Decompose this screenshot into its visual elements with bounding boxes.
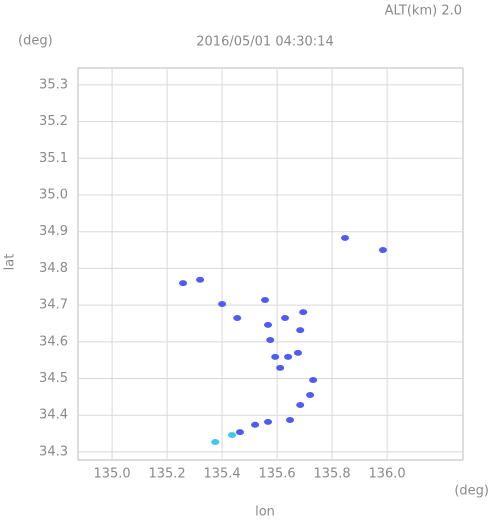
x-tick-label: 135.6 [258, 467, 295, 482]
echo-cell [294, 349, 302, 356]
y-tick-label: 35.1 [39, 151, 68, 166]
altitude-label: ALT(km) 2.0 [385, 4, 462, 19]
echo-cell [284, 353, 293, 360]
y-tick-label: 34.5 [39, 371, 68, 386]
echo-cell [296, 327, 305, 334]
echo-cell [271, 353, 280, 360]
echo-cell [218, 301, 227, 308]
y-unit: (deg) [18, 34, 53, 49]
echo-cell [276, 364, 285, 371]
x-tick-label: 135.2 [148, 467, 185, 482]
y-tick-label: 34.7 [39, 298, 68, 313]
echo-cell [306, 392, 315, 399]
x-tick-label: 136.0 [368, 467, 405, 482]
echo-cell [378, 247, 387, 254]
x-tick-label: 135.0 [93, 467, 130, 482]
echo-cell [251, 421, 260, 428]
echo-cell [264, 321, 273, 328]
echo-cell [179, 280, 188, 287]
y-tick-label: 34.6 [39, 334, 68, 349]
y-tick-label: 34.4 [39, 408, 68, 423]
echo-cell [196, 276, 205, 283]
y-tick-label: 34.9 [39, 224, 68, 239]
echo-cell [228, 432, 236, 439]
x-tick-label: 135.8 [313, 467, 350, 482]
y-tick-label: 35.2 [39, 114, 68, 129]
echo-cell [341, 234, 350, 241]
y-tick-label: 34.8 [39, 261, 68, 276]
echo-cell [281, 314, 290, 321]
y-tick-label: 35.0 [39, 187, 68, 202]
echo-cell [261, 296, 269, 303]
echo-cell [235, 429, 244, 436]
y-tick-label: 35.3 [39, 77, 68, 92]
plot-frame [77, 67, 464, 461]
echo-cell [211, 439, 220, 446]
echo-cell [266, 336, 275, 343]
echo-cell [296, 401, 305, 408]
echo-cell [264, 418, 273, 425]
chart-title: 2016/05/01 04:30:14 [196, 35, 333, 50]
x-axis-label: lon [255, 505, 275, 520]
y-tick-label: 34.3 [39, 444, 68, 459]
echo-cell [299, 309, 308, 316]
x-tick-label: 135.4 [203, 467, 240, 482]
x-unit: (deg) [454, 484, 489, 499]
echo-cell [309, 376, 318, 383]
y-axis-label: lat [3, 254, 18, 271]
echo-cell [233, 314, 242, 321]
echo-cell [286, 416, 295, 423]
